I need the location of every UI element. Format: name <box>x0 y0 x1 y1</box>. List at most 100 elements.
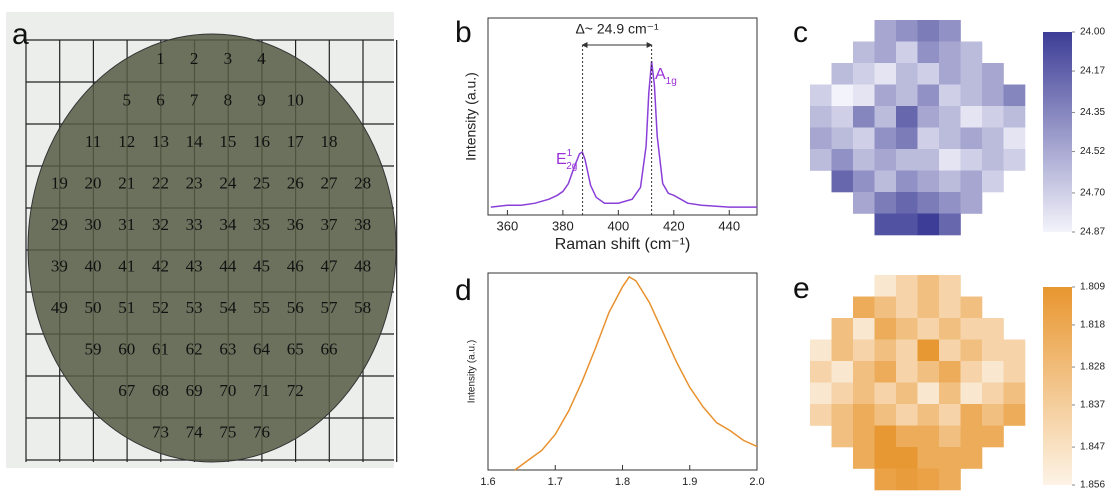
heatmap-cell <box>831 170 854 193</box>
die-number: 4 <box>257 49 266 68</box>
heatmap-cell <box>853 149 875 171</box>
heatmap-cell <box>1003 149 1026 171</box>
peak-sub: 1g <box>666 76 677 87</box>
heatmap-cell <box>917 84 940 107</box>
heatmap-cell <box>853 404 875 426</box>
die-number: 51 <box>118 298 135 317</box>
heatmap-cell <box>960 339 983 362</box>
x-tick-label: 440 <box>718 218 740 233</box>
heatmap-cell <box>939 339 961 362</box>
die-number: 9 <box>257 90 266 109</box>
die-number: 61 <box>152 339 169 358</box>
x-tick-label: 1.6 <box>480 476 495 488</box>
heatmap-cell <box>831 127 854 150</box>
heatmap-cell <box>853 170 875 193</box>
heatmap-cell <box>874 41 897 64</box>
die-number: 66 <box>320 339 337 358</box>
plot-frame <box>487 272 758 471</box>
heatmap-cell <box>917 106 940 128</box>
colorbar-label: 1.818 <box>1080 320 1105 331</box>
heatmap-cell <box>896 275 918 297</box>
heatmap-cell <box>896 106 918 128</box>
die-number: 76 <box>253 422 270 441</box>
die-number: 64 <box>253 339 271 358</box>
die-number: 63 <box>219 339 236 358</box>
die-number: 56 <box>287 298 304 317</box>
heatmap-cell <box>874 84 897 107</box>
heatmap-cell <box>896 149 918 171</box>
heatmap-cell <box>831 404 854 426</box>
heatmap-cell <box>1003 382 1026 405</box>
die-number: 31 <box>118 215 135 234</box>
die-number: 67 <box>118 381 136 400</box>
heatmap-cell <box>896 382 918 405</box>
die-number: 5 <box>123 90 132 109</box>
heatmap-cell <box>810 382 832 405</box>
heatmap-cell <box>810 404 832 426</box>
heatmap-cell <box>939 84 961 107</box>
heatmap-cell <box>831 382 854 405</box>
heatmap-cell <box>939 361 961 383</box>
die-number: 26 <box>287 173 304 192</box>
heatmap-cell <box>982 63 1004 85</box>
die-number: 11 <box>85 132 101 151</box>
heatmap-cell <box>896 213 918 236</box>
die-number: 15 <box>219 132 236 151</box>
heatmap-cell <box>853 339 875 362</box>
heatmap-cell <box>939 296 961 319</box>
heatmap-cell <box>853 127 875 150</box>
heatmap-cell <box>960 149 983 171</box>
die-number: 33 <box>186 215 203 234</box>
die-number: 71 <box>253 381 270 400</box>
heatmap-cell <box>853 296 875 319</box>
heatmap-cell <box>896 84 918 107</box>
heatmap-cell <box>853 447 875 469</box>
heatmap-cell <box>831 63 854 85</box>
heatmap-cell <box>853 84 875 107</box>
heatmap-cell <box>874 192 897 214</box>
colorbar-label: 1.828 <box>1080 362 1105 373</box>
peak-sub: 2g <box>566 161 577 172</box>
heatmap-cell <box>917 425 940 448</box>
heatmap-cell <box>896 192 918 214</box>
x-tick-label: 2.0 <box>749 476 764 488</box>
heatmap-cell <box>982 318 1004 340</box>
heatmap-cell <box>896 339 918 362</box>
heatmap-cell <box>982 149 1004 171</box>
heatmap-cell <box>874 63 897 85</box>
die-number: 8 <box>224 90 233 109</box>
heatmap-cell <box>939 447 961 469</box>
heatmap-cell <box>917 447 940 469</box>
die-number: 24 <box>219 173 237 192</box>
heatmap-cell <box>810 106 832 128</box>
x-tick-label: 400 <box>607 218 629 233</box>
heatmap-cell <box>960 84 983 107</box>
heatmap-cell <box>960 404 983 426</box>
heatmap-cell <box>810 127 832 150</box>
heatmap-cell <box>982 170 1004 193</box>
heatmap-cell <box>874 361 897 383</box>
die-number: 18 <box>320 132 337 151</box>
die-number: 28 <box>354 173 371 192</box>
heatmap-cell <box>917 213 940 236</box>
die-number: 42 <box>152 256 169 275</box>
heatmap-cell <box>874 127 897 150</box>
heatmap-cell <box>939 425 961 448</box>
x-axis-label: Raman shift (cm⁻¹) <box>555 236 691 253</box>
die-number: 27 <box>320 173 338 192</box>
colorbar-label: 24.52 <box>1080 146 1105 157</box>
heatmap-cell <box>917 339 940 362</box>
heatmap-cell <box>896 318 918 340</box>
heatmap-cell <box>831 318 854 340</box>
heatmap-cell <box>853 41 875 64</box>
delta-label: Δ~ 24.9 cm⁻¹ <box>575 21 659 37</box>
heatmap-cell <box>1003 404 1026 426</box>
heatmap-cell <box>939 192 961 214</box>
die-number: 55 <box>253 298 270 317</box>
heatmap-cell <box>896 63 918 85</box>
heatmap-cell <box>939 20 961 42</box>
x-tick-label: 1.8 <box>615 476 630 488</box>
heatmap-cell <box>874 149 897 171</box>
heatmap-cell <box>982 361 1004 383</box>
heatmap-cell <box>874 275 897 297</box>
